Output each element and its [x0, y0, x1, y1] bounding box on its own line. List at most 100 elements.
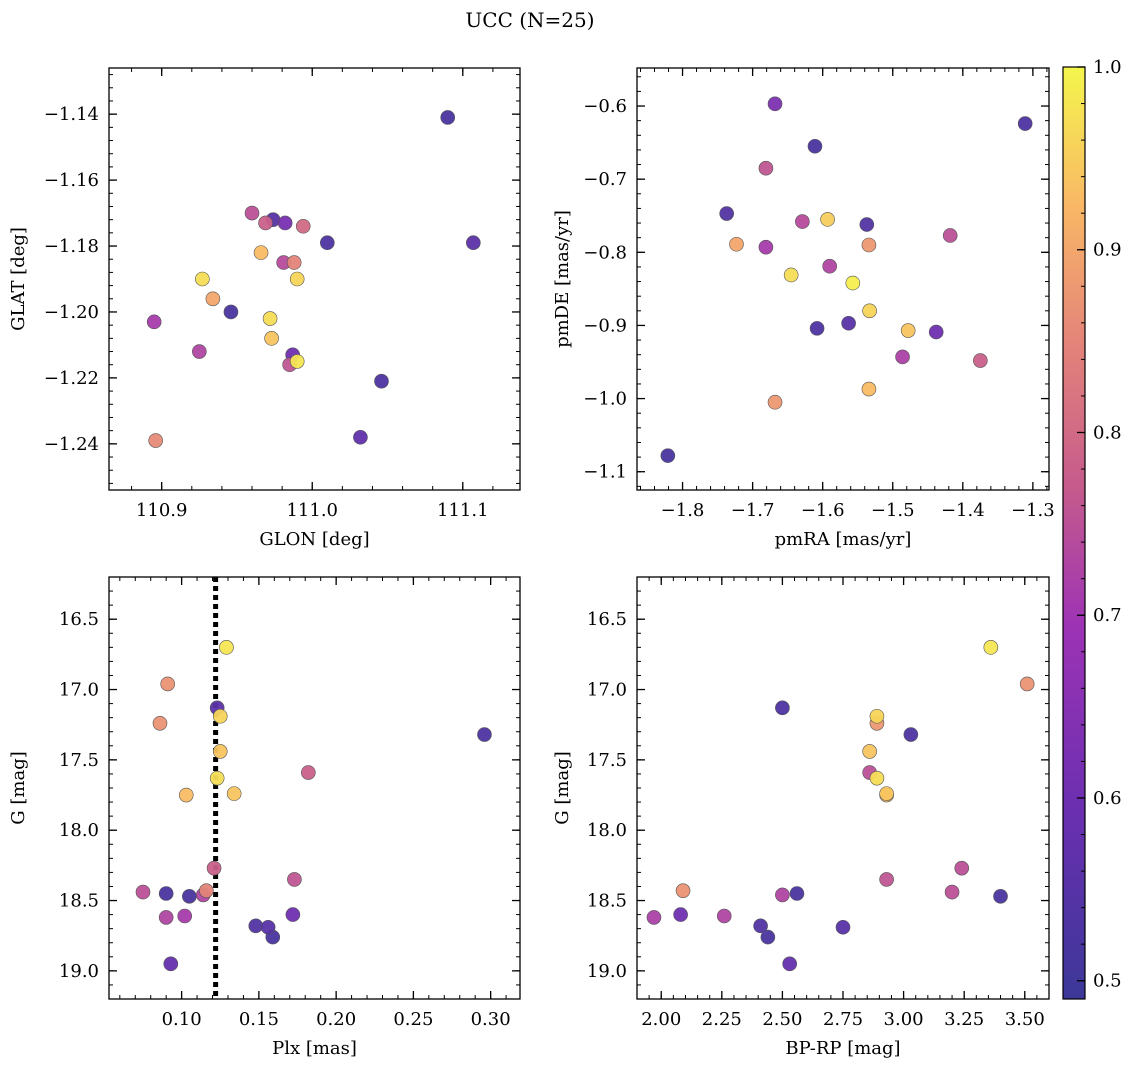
axes-frame	[108, 67, 521, 491]
y-tick-label: −1.16	[44, 170, 99, 191]
scatter-point	[177, 908, 193, 924]
scatter-point	[835, 919, 851, 935]
scatter-point	[928, 324, 944, 340]
x-axis-label: Plx [mas]	[272, 1038, 357, 1059]
scatter-panel-1: 110.9 111.0 111.1 −1.24 −1.22 −1.20 −1.18 −1.16…	[8, 67, 521, 550]
y-axis-label: G [mag]	[552, 751, 573, 824]
scatter-point	[212, 744, 228, 759]
scatter-point	[301, 765, 316, 780]
x-tick-label: −1.7	[731, 500, 775, 521]
x-axis-label: pmRA [mas/yr]	[775, 529, 912, 550]
scatter-point	[869, 708, 885, 724]
x-tick-label: 0.30	[471, 1009, 511, 1030]
axes-frame	[636, 576, 1050, 1000]
scatter-point	[146, 314, 162, 330]
scatter-point	[286, 255, 302, 270]
scatter-point	[148, 433, 163, 448]
scatter-point	[767, 96, 783, 112]
scatter-point	[900, 323, 916, 338]
y-tick-label: −1.14	[44, 104, 99, 125]
scatter-point	[675, 883, 691, 898]
scatter-point	[983, 640, 999, 655]
scatter-point	[719, 206, 734, 221]
scatter-point	[758, 239, 774, 255]
scatter-point	[223, 304, 239, 320]
scatter-point	[253, 245, 269, 260]
scatter-point	[646, 910, 662, 925]
scatter-point	[374, 373, 389, 389]
y-tick-label: 16.5	[587, 609, 627, 630]
scatter-point	[954, 860, 970, 876]
scatter-point	[440, 110, 456, 125]
scatter-point	[942, 228, 958, 243]
y-tick-label: 19.0	[59, 961, 99, 982]
scatter-point	[209, 770, 225, 786]
scatter-point	[895, 349, 910, 365]
scatter-point	[262, 311, 278, 326]
scatter-point	[244, 205, 260, 221]
y-tick-label: 16.5	[59, 609, 99, 630]
scatter-point	[879, 786, 894, 801]
x-tick-label: −1.3	[1011, 500, 1055, 521]
x-axis-label: BP-RP [mag]	[785, 1038, 900, 1059]
y-tick-label: 18.5	[59, 891, 99, 912]
scatter-point	[219, 640, 234, 655]
scatter-point	[192, 344, 207, 359]
scatter-point	[163, 956, 179, 972]
scatter-point	[807, 138, 823, 154]
scatter-point	[783, 267, 799, 283]
scatter-point	[178, 787, 194, 803]
scatter-point	[879, 872, 894, 887]
x-tick-label: 0.10	[162, 1009, 202, 1030]
x-tick-label: 110.9	[136, 500, 188, 521]
x-tick-label: 2.00	[641, 1009, 681, 1030]
scatter-point	[277, 215, 293, 231]
y-tick-label: −0.6	[583, 96, 627, 117]
axes-frame	[108, 576, 521, 1000]
scatter-point	[160, 676, 176, 692]
y-tick-label: −1.20	[44, 302, 99, 323]
x-tick-label: 3.50	[1005, 1009, 1045, 1030]
scatter-point	[158, 910, 174, 925]
scatter-point	[287, 872, 302, 887]
x-tick-label: −1.8	[661, 500, 705, 521]
scatter-point	[248, 918, 264, 934]
scatter-point	[822, 258, 837, 274]
x-tick-label: 3.00	[884, 1009, 924, 1030]
y-tick-label: 18.0	[587, 820, 627, 841]
scatter-point	[206, 860, 222, 876]
scatter-point	[859, 217, 875, 232]
x-tick-label: 2.75	[823, 1009, 863, 1030]
y-tick-label: 18.0	[59, 820, 99, 841]
scatter-point	[353, 429, 368, 445]
y-tick-label: −1.22	[44, 368, 99, 389]
scatter-point	[861, 381, 877, 397]
scatter-point	[820, 212, 835, 227]
y-tick-label: −1.24	[44, 434, 99, 455]
scatter-point	[1017, 116, 1033, 131]
x-tick-label: 2.25	[702, 1009, 742, 1030]
scatter-point	[862, 303, 877, 319]
scatter-point	[795, 214, 810, 229]
scatter-point	[295, 218, 311, 234]
scatter-point	[944, 884, 960, 900]
x-tick-label: 0.15	[239, 1009, 279, 1030]
y-tick-label: −1.0	[583, 389, 627, 410]
scatter-point	[199, 883, 214, 898]
scatter-point	[841, 315, 856, 331]
colorbar-tick-label: 0.9	[1093, 240, 1122, 261]
colorbar-tick-label: 0.5	[1093, 971, 1122, 992]
scatter-point	[993, 889, 1008, 904]
y-tick-label: 19.0	[587, 961, 627, 982]
axes-frame	[636, 67, 1050, 491]
scatter-point	[758, 160, 774, 176]
y-tick-label: 18.5	[587, 891, 627, 912]
scatter-point	[775, 887, 790, 903]
colorbar-gradient	[1062, 66, 1086, 1000]
scatter-point	[289, 354, 305, 369]
colorbar-ticks: 0.5 0.6 0.7 0.8 0.9 1.0	[1077, 57, 1122, 992]
scatter-point	[782, 956, 797, 972]
scatter-point	[195, 271, 210, 287]
x-tick-label: 111.0	[286, 500, 338, 521]
scatter-point	[212, 708, 228, 724]
